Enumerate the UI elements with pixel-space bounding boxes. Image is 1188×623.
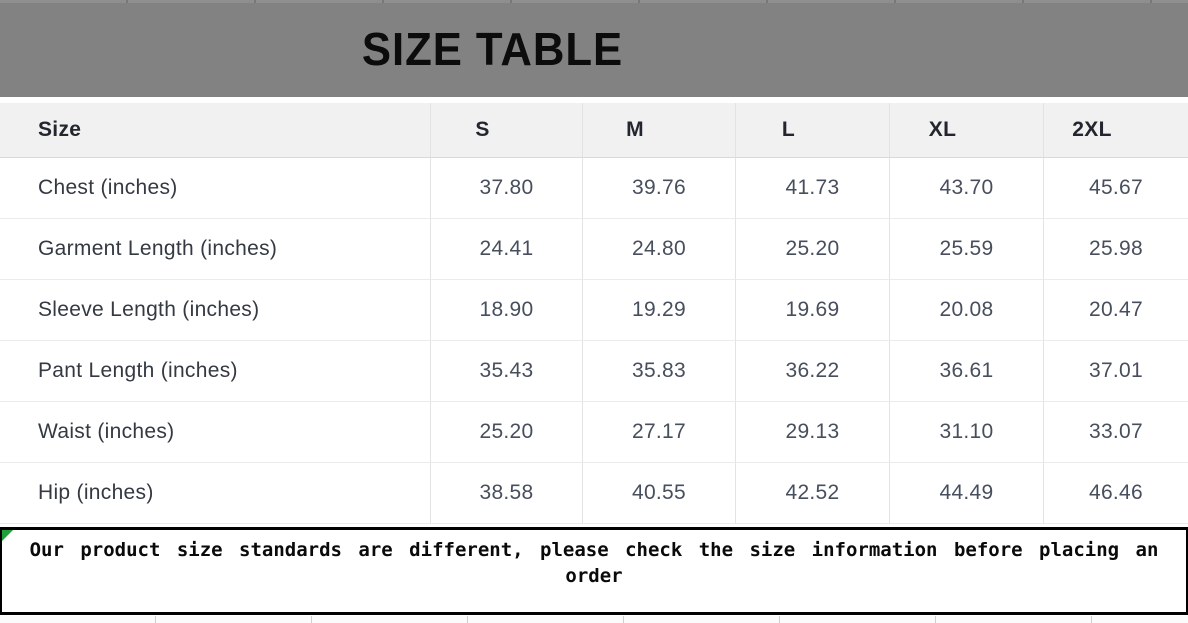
column-header-m: M [582,103,735,158]
green-corner-flag-icon [2,530,13,541]
table-row-garment-length: Garment Length (inches) 24.41 24.80 25.2… [0,219,1188,280]
size-value-cell: 33.07 [1043,402,1188,463]
column-header-l: L [735,103,889,158]
size-value-cell: 35.43 [430,341,582,402]
table-row-chest: Chest (inches) 37.80 39.76 41.73 43.70 4… [0,158,1188,219]
table-row-sleeve-length: Sleeve Length (inches) 18.90 19.29 19.69… [0,280,1188,341]
size-value-cell: 45.67 [1043,158,1188,219]
size-value-cell: 25.20 [430,402,582,463]
size-value-cell: 46.46 [1043,463,1188,524]
size-value-cell: 24.41 [430,219,582,280]
top-gridline-ticks [0,0,1188,3]
size-value-cell: 39.76 [582,158,735,219]
size-value-cell: 25.59 [889,219,1043,280]
column-header-2xl: 2XL [1043,103,1188,158]
row-label: Chest (inches) [0,158,430,219]
table-row-pant-length: Pant Length (inches) 35.43 35.83 36.22 3… [0,341,1188,402]
row-label: Waist (inches) [0,402,430,463]
size-value-cell: 35.83 [582,341,735,402]
column-header-size: Size [0,103,430,158]
size-note-box: Our product size standards are different… [0,527,1188,615]
row-label: Hip (inches) [0,463,430,524]
row-label: Sleeve Length (inches) [0,280,430,341]
page-title: SIZE TABLE [361,22,624,75]
size-value-cell: 41.73 [735,158,889,219]
size-value-cell: 38.58 [430,463,582,524]
size-value-cell: 36.61 [889,341,1043,402]
size-value-cell: 43.70 [889,158,1043,219]
size-value-cell: 29.13 [735,402,889,463]
table-row-hip: Hip (inches) 38.58 40.55 42.52 44.49 46.… [0,463,1188,524]
size-value-cell: 36.22 [735,341,889,402]
size-value-cell: 25.20 [735,219,889,280]
size-value-cell: 24.80 [582,219,735,280]
size-value-cell: 25.98 [1043,219,1188,280]
size-table: Size S M L XL 2XL Chest (inches) 37.80 3… [0,103,1188,524]
column-header-s: S [430,103,582,158]
size-value-cell: 40.55 [582,463,735,524]
size-value-cell: 37.01 [1043,341,1188,402]
size-note-text: Our product size standards are different… [29,539,1159,587]
size-value-cell: 19.29 [582,280,735,341]
table-row-waist: Waist (inches) 25.20 27.17 29.13 31.10 3… [0,402,1188,463]
row-label: Garment Length (inches) [0,219,430,280]
row-label: Pant Length (inches) [0,341,430,402]
size-value-cell: 19.69 [735,280,889,341]
column-header-xl: XL [889,103,1043,158]
size-value-cell: 37.80 [430,158,582,219]
bottom-gridline-strip [0,616,1188,623]
size-value-cell: 31.10 [889,402,1043,463]
size-value-cell: 27.17 [582,402,735,463]
size-value-cell: 42.52 [735,463,889,524]
size-value-cell: 20.08 [889,280,1043,341]
size-value-cell: 44.49 [889,463,1043,524]
size-value-cell: 20.47 [1043,280,1188,341]
size-value-cell: 18.90 [430,280,582,341]
title-band: SIZE TABLE [0,0,1188,97]
table-header-row: Size S M L XL 2XL [0,103,1188,158]
